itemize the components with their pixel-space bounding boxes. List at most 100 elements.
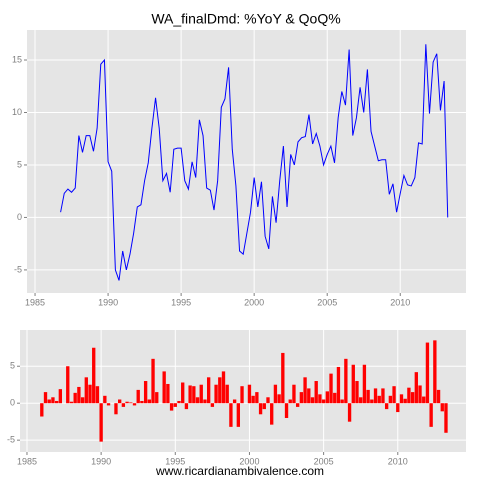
x-tick-label: 2010	[390, 297, 410, 307]
bar	[295, 403, 300, 407]
bar	[347, 403, 352, 422]
bar	[229, 403, 233, 427]
bar	[436, 389, 441, 404]
bar	[310, 397, 315, 404]
bar	[125, 401, 129, 404]
bar	[88, 384, 92, 404]
bar	[258, 403, 263, 415]
y-tick-label: 5	[10, 361, 15, 371]
bar	[106, 403, 111, 406]
x-tick-label: 2010	[388, 456, 408, 466]
bar	[73, 392, 77, 404]
bar	[199, 384, 203, 404]
bar	[210, 403, 215, 407]
x-tick-label: 1995	[165, 456, 185, 466]
bar	[373, 388, 378, 404]
bar	[392, 386, 396, 404]
x-tick-label: 1990	[98, 297, 118, 307]
bar	[266, 397, 270, 404]
bar	[303, 377, 307, 404]
bar	[299, 392, 304, 404]
bar	[329, 373, 333, 404]
bar	[422, 396, 426, 404]
bar	[69, 401, 74, 404]
bar	[340, 399, 344, 404]
bar	[407, 387, 411, 404]
bar	[192, 386, 196, 404]
x-tick-label: 2000	[244, 297, 264, 307]
bar	[47, 399, 51, 404]
bar	[40, 403, 44, 417]
bar	[225, 384, 229, 404]
y-tick-label: 5	[17, 159, 22, 169]
y-tick-label: 0	[17, 212, 22, 222]
x-tick-label: 1985	[17, 456, 37, 466]
bar	[143, 381, 148, 404]
x-tick-label: 1995	[171, 297, 191, 307]
bar	[381, 388, 385, 404]
bar	[429, 403, 433, 427]
bar	[399, 394, 404, 404]
bar	[247, 384, 252, 404]
bar	[99, 403, 103, 442]
y-tick-label: 10	[12, 107, 22, 117]
bar	[177, 400, 181, 404]
bar	[95, 386, 100, 404]
y-tick-label: 0	[10, 398, 15, 408]
x-tick-label: 1990	[91, 456, 111, 466]
bar	[351, 364, 355, 404]
bar	[318, 394, 322, 404]
x-tick-label: 2005	[314, 456, 334, 466]
bar	[262, 403, 266, 410]
bar	[181, 382, 185, 404]
bar	[129, 402, 133, 404]
bar	[410, 392, 415, 404]
bar	[270, 403, 274, 425]
bar	[151, 358, 155, 404]
bar	[84, 377, 88, 404]
bar	[433, 340, 437, 404]
bar	[147, 399, 152, 404]
bar	[218, 377, 222, 404]
bar	[162, 371, 166, 404]
bar	[370, 399, 374, 404]
bar	[414, 372, 418, 404]
bar	[321, 399, 326, 404]
bar	[169, 403, 174, 411]
bar	[43, 392, 48, 404]
bar	[384, 403, 389, 410]
bar	[118, 399, 122, 404]
bar	[188, 385, 192, 404]
bar	[255, 392, 259, 404]
bar	[236, 403, 240, 427]
bar	[418, 385, 422, 404]
x-tick-label: 2000	[239, 456, 259, 466]
bar	[206, 377, 211, 404]
bar	[77, 386, 81, 404]
bar	[155, 392, 159, 404]
bar	[362, 364, 367, 404]
bar	[314, 381, 318, 404]
bar	[284, 403, 289, 418]
chart-title: WA_finalDmd: %YoY & QoQ%	[151, 11, 340, 27]
bar	[336, 366, 341, 404]
bar	[366, 389, 370, 404]
bar	[359, 397, 363, 404]
bar	[273, 384, 278, 404]
bar	[51, 397, 55, 404]
bar	[66, 366, 70, 404]
bar	[203, 399, 207, 404]
x-tick-label: 2005	[317, 297, 337, 307]
x-tick-label: 1985	[25, 297, 45, 307]
bar	[92, 347, 96, 404]
bar	[173, 403, 177, 407]
bar	[388, 395, 393, 404]
bar	[58, 389, 63, 404]
series-line	[60, 44, 449, 281]
bar	[136, 389, 140, 404]
bar	[132, 403, 137, 406]
bar	[232, 399, 237, 404]
bar	[333, 392, 337, 404]
bar	[54, 400, 59, 404]
